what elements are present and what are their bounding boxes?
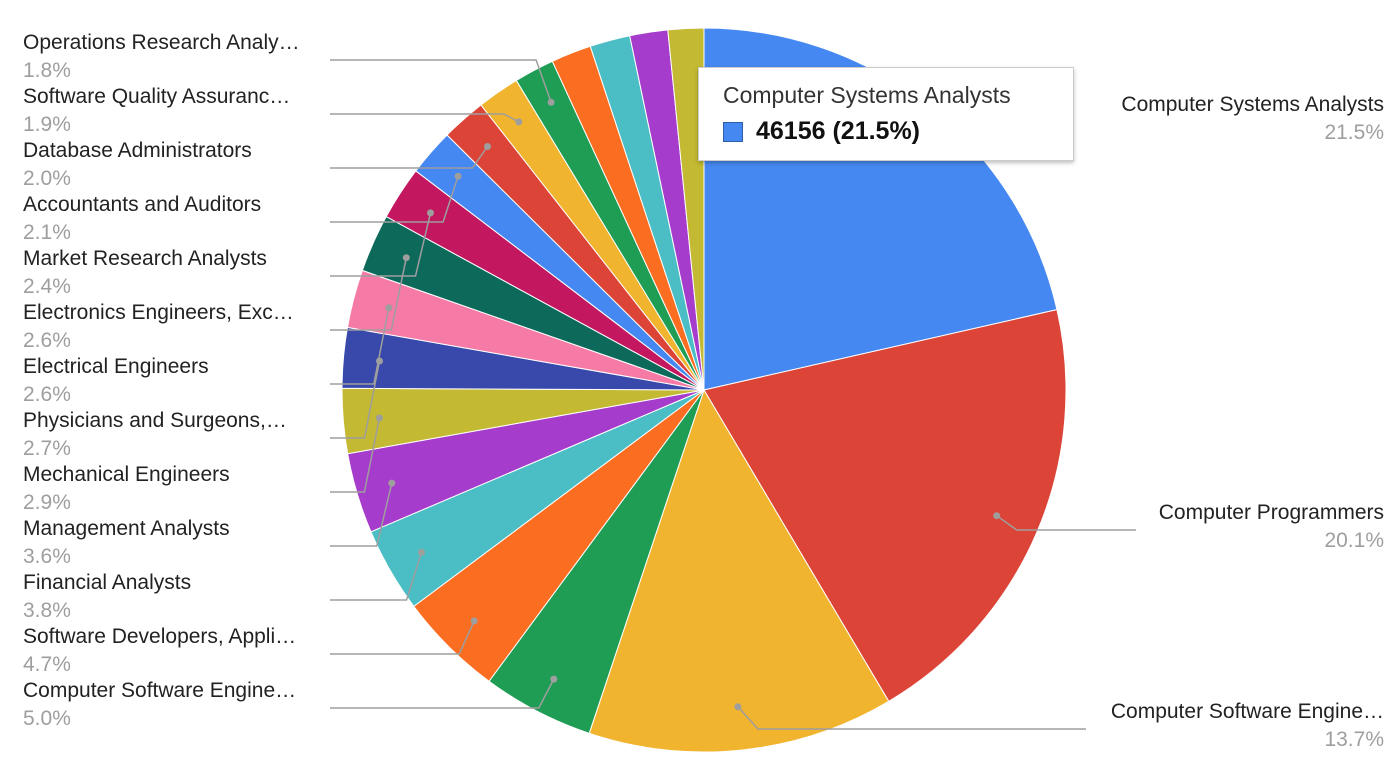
slice-label: Financial Analysts [23,571,191,594]
slice-percent-label: 4.7% [23,653,71,676]
slice-label: Computer Systems Analysts [1121,93,1384,116]
slice-label: Computer Software Engine… [23,679,296,702]
leader-dot [427,209,434,217]
leader-line [330,678,555,709]
slice-percent-label: 5.0% [23,707,71,730]
leader-line [330,146,489,169]
slice-percent-label: 2.6% [23,383,71,406]
slice-label: Mechanical Engineers [23,463,230,486]
leader-dot [993,512,1001,520]
slice-percent-label: 13.7% [1324,728,1384,751]
slice-label: Operations Research Analy… [23,31,300,54]
tooltip-swatch [723,122,743,142]
leader-dot [470,617,478,625]
pie-slices [341,27,1067,753]
leader-line [330,175,459,223]
leader-dot [385,304,393,312]
slice-percent-label: 2.4% [23,275,71,298]
slice-label: Software Quality Assuranc… [23,85,290,108]
pie-slice[interactable] [667,27,705,391]
leader-line [330,59,552,103]
leader-dot [375,414,383,422]
leader-line [330,113,520,123]
slice-percent-label: 2.6% [23,329,71,352]
slice-percent-label: 3.8% [23,599,71,622]
leader-line [330,620,475,655]
leader-dot [734,703,742,711]
slice-label: Accountants and Auditors [23,193,261,216]
leader-line [330,417,381,493]
slice-percent-label: 2.0% [23,167,71,190]
tooltip: Computer Systems Analysts 46156 (21.5%) [698,67,1074,161]
slice-percent-label: 21.5% [1324,121,1384,144]
leader-dot [484,143,491,150]
slice-percent-label: 20.1% [1324,529,1384,552]
slice-label: Physicians and Surgeons,… [23,409,287,432]
leader-line [330,307,390,385]
leader-dot [547,98,555,106]
tooltip-value: 46156 (21.5%) [756,117,921,145]
leader-lines [330,59,1136,730]
leader-line [996,515,1136,531]
slice-percent-label: 2.9% [23,491,71,514]
slice-label: Database Administrators [23,139,252,162]
tooltip-title: Computer Systems Analysts [723,82,1011,108]
leader-line [330,212,432,277]
leader-line [330,552,423,601]
leader-dot [550,675,558,683]
slice-labels: Computer Systems Analysts 21.5% Computer P… [23,31,1384,751]
leader-line [737,706,1086,730]
slice-label: Computer Software Engine… [1111,700,1384,723]
slice-label: Management Analysts [23,517,230,540]
slice-label: Software Developers, Appli… [23,625,296,648]
slice-percent-label: 3.6% [23,545,71,568]
leader-dot [388,479,396,487]
slice-percent-label: 2.1% [23,221,71,244]
leader-line [330,482,393,547]
slice-label: Computer Programmers [1159,501,1384,524]
leader-dot [515,118,523,126]
pie-slice[interactable] [703,309,1067,702]
slice-label: Electrical Engineers [23,355,209,378]
leader-line [330,257,408,331]
slice-percent-label: 1.8% [23,59,71,82]
pie-slice[interactable] [588,388,890,753]
slice-label: Market Research Analysts [23,247,267,270]
slice-percent-label: 2.7% [23,437,71,460]
slice-label: Electronics Engineers, Exc… [23,301,294,324]
leader-line [330,360,381,439]
leader-dot [418,548,425,556]
slice-percent-label: 1.9% [23,113,71,136]
leader-dot [402,254,410,262]
leader-dot [454,172,462,180]
